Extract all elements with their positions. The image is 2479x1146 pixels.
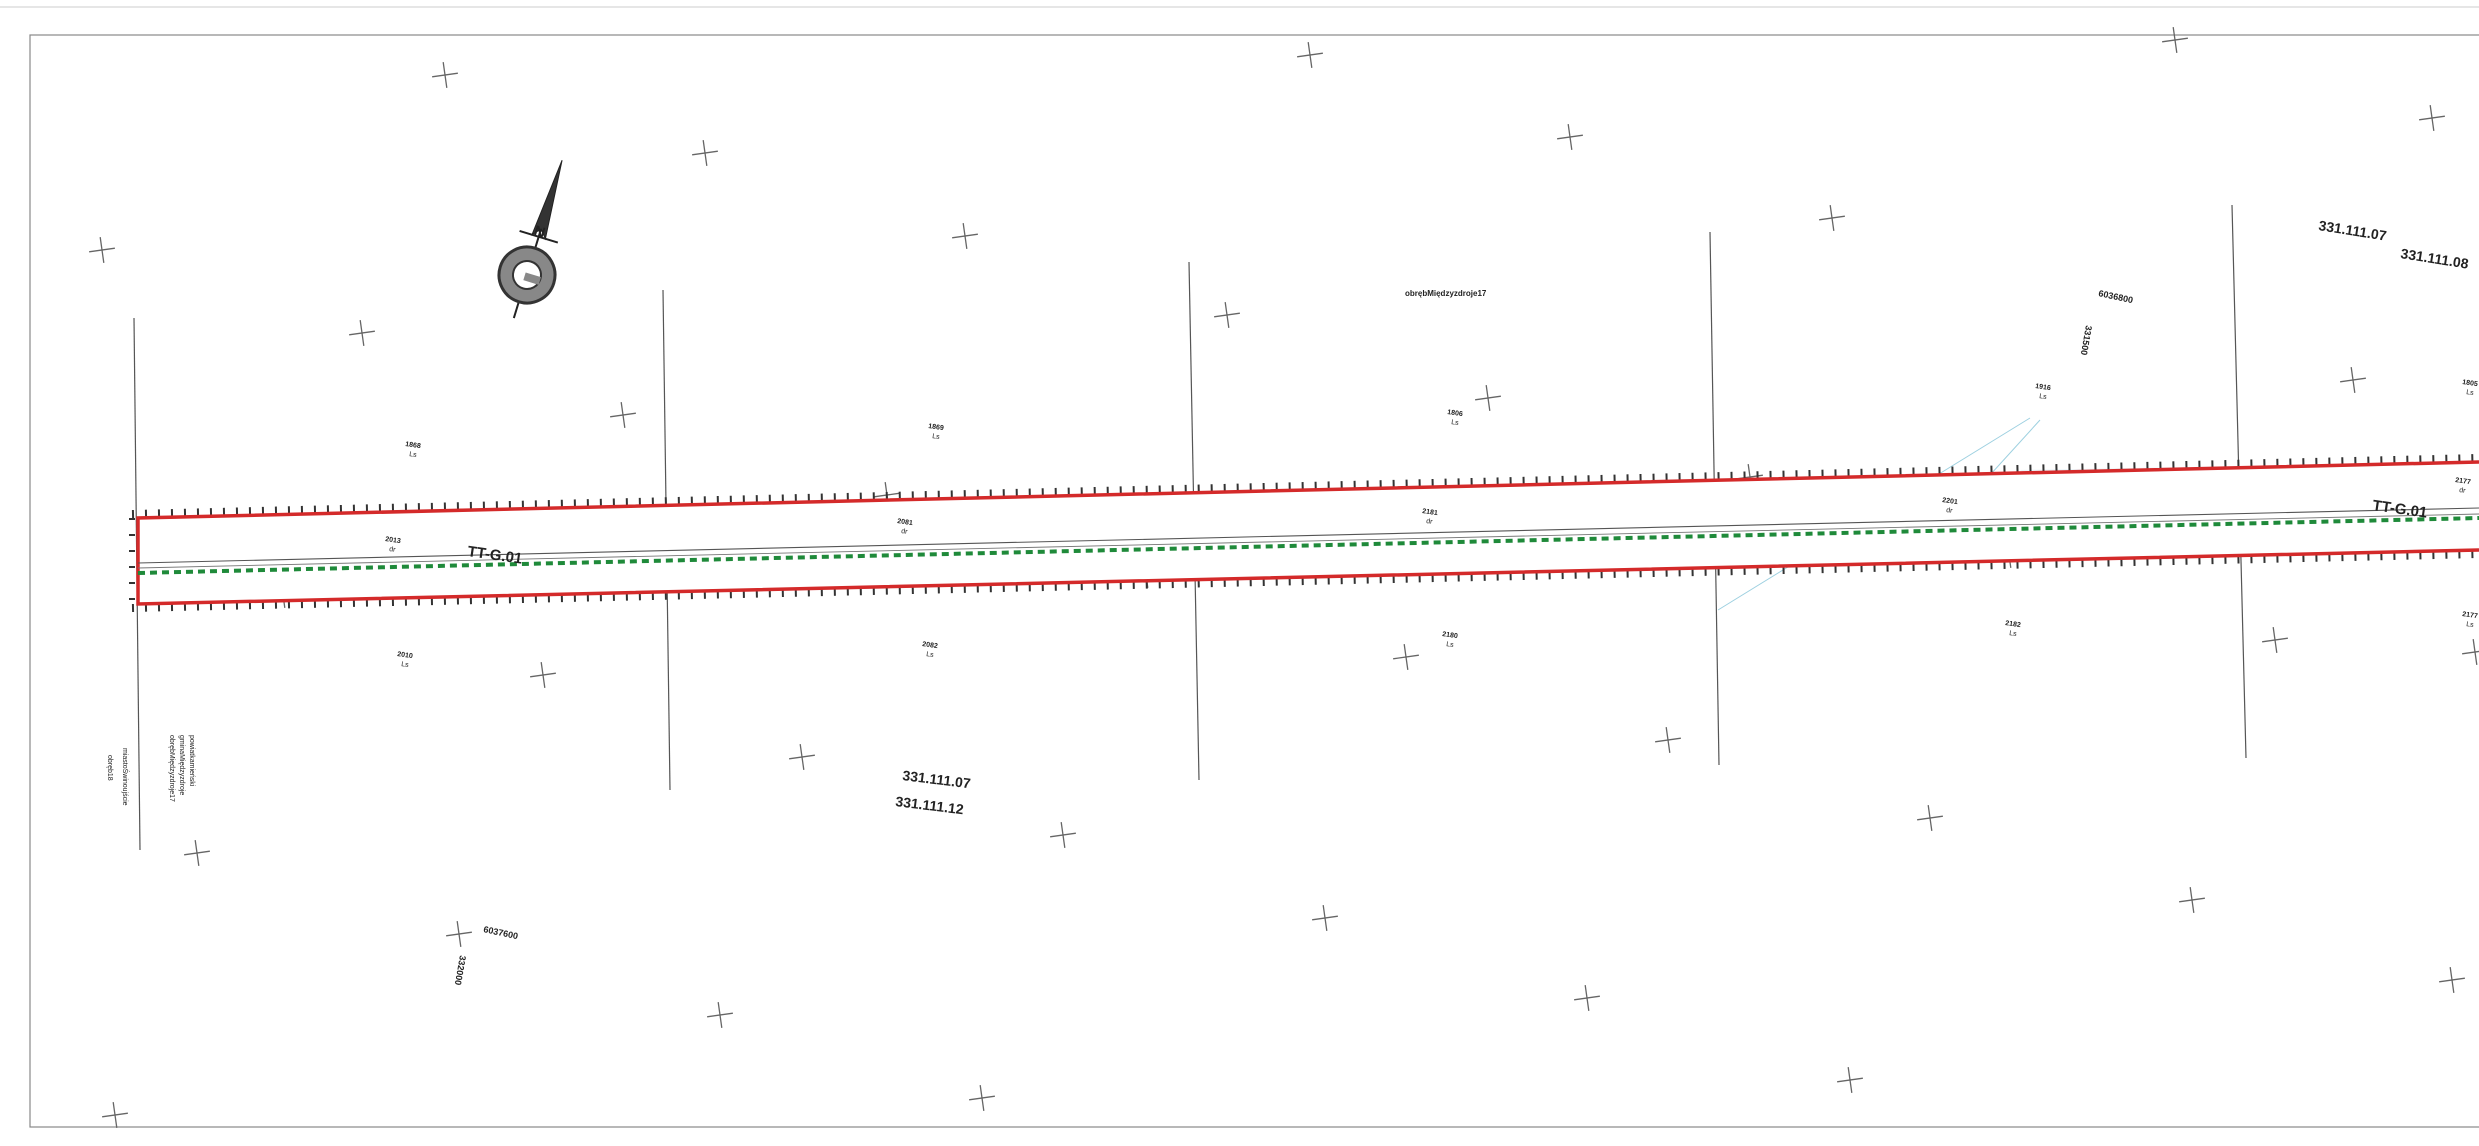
precinct-label: obrębMiędzyzdroje17 [1405, 289, 1487, 298]
grid-cross [2179, 887, 2205, 913]
parcel-label-bottom: 2177 [2462, 611, 2479, 620]
grid-cross [2262, 627, 2288, 653]
grid-coordinate: 331500 [2079, 325, 2094, 356]
north-label: N [532, 223, 547, 242]
grid-cross [89, 237, 115, 263]
grid-cross [2462, 639, 2479, 665]
grid-coordinate: 6037600 [483, 924, 519, 941]
sheet-number: 331.111.07 [902, 767, 972, 791]
parcel-label-bottom-code: Ls [1446, 641, 1455, 649]
road-axis [137, 507, 2479, 564]
parcel-label-inside: 2201 [1942, 497, 1959, 506]
parcel-label-inside-code: dr [1426, 518, 1434, 526]
grid-cross [184, 840, 210, 866]
grid-cross [1312, 905, 1338, 931]
grid-cross [1917, 805, 1943, 831]
parcel-label-inside: 2177 [2455, 477, 2472, 486]
grid-cross [432, 62, 458, 88]
parcel-label-bottom-code: Ls [2466, 621, 2475, 629]
grid-cross [102, 1102, 128, 1128]
grid-cross [2340, 367, 2366, 393]
sheet-number: 331.111.08 [2400, 245, 2470, 272]
parcel-label-bottom: 2010 [397, 651, 414, 660]
parcel-label-bottom: 2182 [2005, 620, 2022, 629]
north-arrow-bar [519, 229, 559, 244]
grid-coordinate: 6036800 [2098, 288, 2134, 305]
corridor-fill [137, 462, 2479, 604]
green-road-line [137, 516, 2479, 575]
grid-cross [1214, 302, 1240, 328]
parcel-label-inside-code: dr [1946, 507, 1954, 515]
parcel-label-top: 1805 [2462, 379, 2479, 388]
sheet-number: 331.111.12 [895, 793, 965, 817]
parcel-label-bottom-code: Ls [926, 651, 935, 659]
grid-cross [349, 320, 375, 346]
parcel-label-inside: 2013 [385, 536, 402, 545]
grid-cross [1557, 124, 1583, 150]
grid-cross [1574, 985, 1600, 1011]
parcel-label-top-code: Ls [409, 451, 418, 459]
boundary-labels: powiatkamieński gminaMiędzyzdroje obrębM… [106, 735, 195, 806]
parcel-label-top: 1869 [928, 423, 945, 432]
grid-cross [446, 921, 472, 947]
parcel-label-inside: 2081 [897, 518, 914, 527]
grid-coordinate: 332000 [453, 955, 468, 986]
sheet-frame [29, 34, 2479, 1128]
grid-cross [1475, 385, 1501, 411]
parcel-label-inside: 2181 [1422, 508, 1439, 517]
sheet-number: 331.111.07 [2318, 217, 2388, 244]
road-corridor [129, 454, 2479, 612]
grid-cross [2439, 967, 2465, 993]
parcel-label-top: 1868 [405, 441, 422, 450]
parcel-label-top: 1916 [2035, 383, 2052, 392]
parcel-labels: 1868Ls1869Ls1806Ls1916Ls1805Ls2010Ls2082… [385, 379, 2479, 669]
parcel-label-inside-code: dr [389, 546, 397, 554]
parcel-label-inside-code: dr [2459, 487, 2467, 495]
grid-cross [1297, 42, 1323, 68]
parcel-label-top: 1806 [1447, 409, 1464, 418]
parcel-label-bottom: 2180 [1442, 631, 1459, 640]
grid-cross [530, 662, 556, 688]
boundary-label: powiatkamieński [188, 735, 195, 787]
grid-cross [1393, 644, 1419, 670]
compass-cut [523, 272, 541, 285]
parcel-label-top-code: Ls [2039, 393, 2048, 401]
grid-cross [707, 1002, 733, 1028]
boundary-label: obręb18 [106, 755, 113, 781]
grid-cross [2162, 27, 2188, 53]
north-arrow: N [497, 160, 563, 319]
grid-cross [1837, 1067, 1863, 1093]
grid-cross [1050, 822, 1076, 848]
boundary-label: miastoŚwinoujście [121, 748, 130, 806]
red-boundary [136, 460, 2479, 606]
faint-line [1989, 419, 2041, 476]
road-axis-2 [137, 513, 2479, 569]
top-hatch [131, 454, 2479, 518]
bottom-hatch [131, 550, 2479, 612]
boundary-label: gminaMiędzyzdroje [178, 735, 185, 795]
parcel-label-bottom: 2082 [922, 641, 939, 650]
parcel-label-bottom-code: Ls [2009, 630, 2018, 638]
grid-cross [1819, 205, 1845, 231]
grid-cross [969, 1085, 995, 1111]
grid-cross [692, 140, 718, 166]
grid-cross [610, 402, 636, 428]
grid-cross [952, 223, 978, 249]
boundary-label: obrębMiędzyzdroje17 [168, 735, 175, 802]
parcel-label-top-code: Ls [2466, 389, 2475, 397]
parcel-label-bottom-code: Ls [401, 661, 410, 669]
grid-cross [2419, 105, 2445, 131]
parcel-label-top-code: Ls [1451, 419, 1460, 427]
parcel-label-top-code: Ls [932, 433, 941, 441]
parcel-label-inside-code: dr [901, 528, 909, 536]
grid-cross [789, 744, 815, 770]
grid-cross [1655, 727, 1681, 753]
